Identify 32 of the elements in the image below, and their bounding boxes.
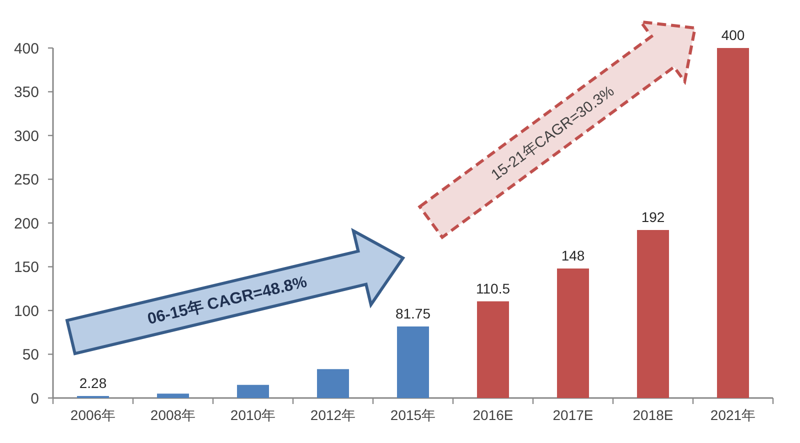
y-tick-label: 150: [14, 259, 39, 276]
bar: [717, 48, 749, 398]
y-tick-label: 300: [14, 128, 39, 145]
bar: [237, 384, 269, 398]
bar: [477, 301, 509, 398]
x-tick-label: 2010年: [230, 407, 276, 423]
x-tick-label: 2018E: [632, 407, 674, 423]
y-tick-label: 400: [14, 40, 39, 58]
bar: [317, 369, 349, 398]
y-tick-label: 350: [14, 84, 39, 101]
x-tick-label: 2012年: [310, 407, 356, 423]
x-tick-label: 2006年: [70, 407, 116, 423]
data-label: 110.5: [476, 280, 510, 296]
x-tick-label: 2008年: [150, 407, 196, 423]
y-tick-label: 50: [22, 346, 39, 364]
x-tick-label: 2021年: [710, 407, 756, 423]
data-label: 148: [561, 248, 585, 264]
data-label: 192: [641, 209, 665, 225]
bar: [637, 230, 669, 398]
data-label: 400: [721, 27, 745, 43]
bar: [157, 394, 189, 398]
x-tick-label: 2017E: [552, 407, 594, 423]
data-label: 2.28: [79, 375, 107, 392]
y-tick-label: 100: [14, 302, 39, 320]
y-tick-label: 200: [14, 215, 39, 232]
x-tick-label: 2015年: [390, 407, 436, 423]
data-label: 81.75: [395, 305, 431, 322]
y-tick-label: 250: [14, 172, 39, 188]
bar: [557, 268, 589, 398]
bar: [397, 326, 429, 398]
y-tick-label: 0: [30, 390, 39, 408]
x-tick-label: 2016E: [472, 407, 514, 423]
